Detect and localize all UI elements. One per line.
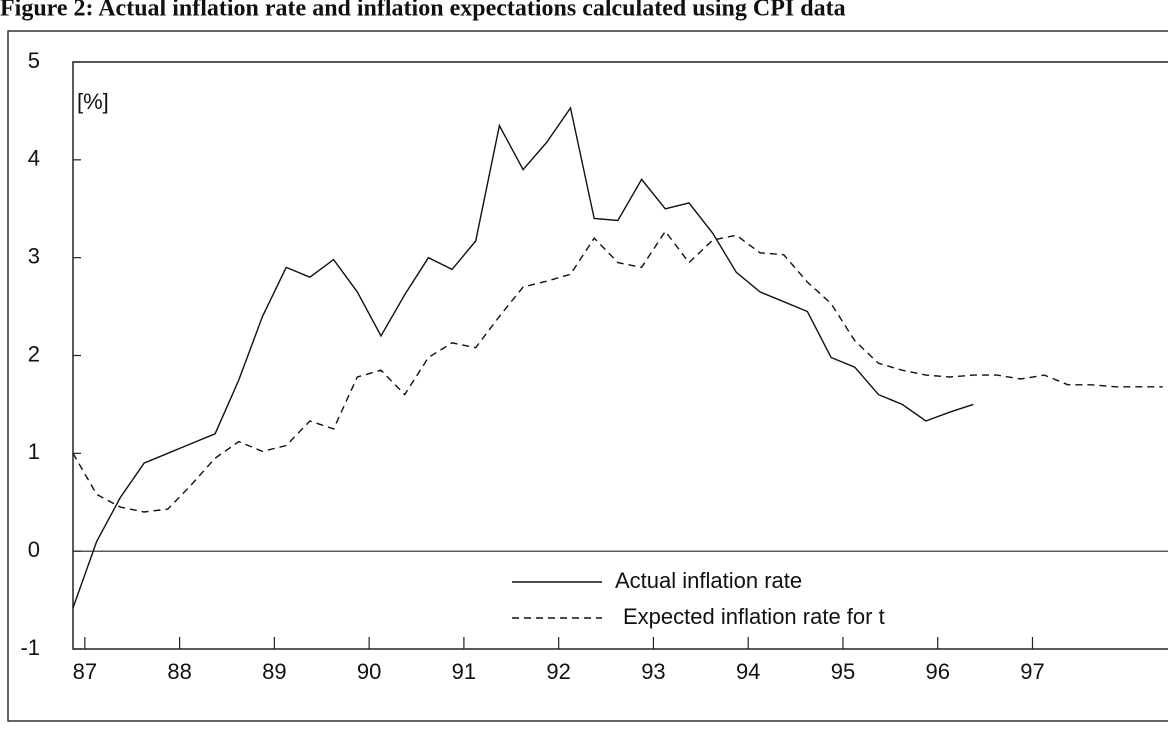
x-tick-label: 88 [167,659,191,684]
series-line [72,106,974,609]
x-tick-label: 93 [641,659,665,684]
chart-title: Figure 2: Actual inflation rate and infl… [0,0,846,22]
x-tick-label: 95 [831,659,855,684]
x-tick-label: 87 [73,659,97,684]
y-tick-label: 2 [28,341,40,366]
figure-frame [7,30,1168,722]
legend-label: Actual inflation rate [615,568,802,593]
legend-label: Expected inflation rate for t [623,604,885,629]
y-tick-label: 0 [28,537,40,562]
x-tick-label: 91 [452,659,476,684]
y-tick-label: 4 [28,146,40,171]
y-tick-label: 5 [28,48,40,73]
y-tick-label: 1 [28,439,40,464]
y-tick-label: -1 [20,635,40,660]
x-tick-label: 89 [262,659,286,684]
x-tick-label: 94 [736,659,760,684]
series-line [72,230,1163,513]
x-tick-label: 96 [925,659,949,684]
plot-frame [72,61,1168,650]
x-tick-label: 90 [357,659,381,684]
y-tick-label: 3 [28,243,40,268]
x-tick-label: 92 [546,659,570,684]
x-tick-label: 97 [1020,659,1044,684]
unit-annotation: [%] [77,89,109,114]
